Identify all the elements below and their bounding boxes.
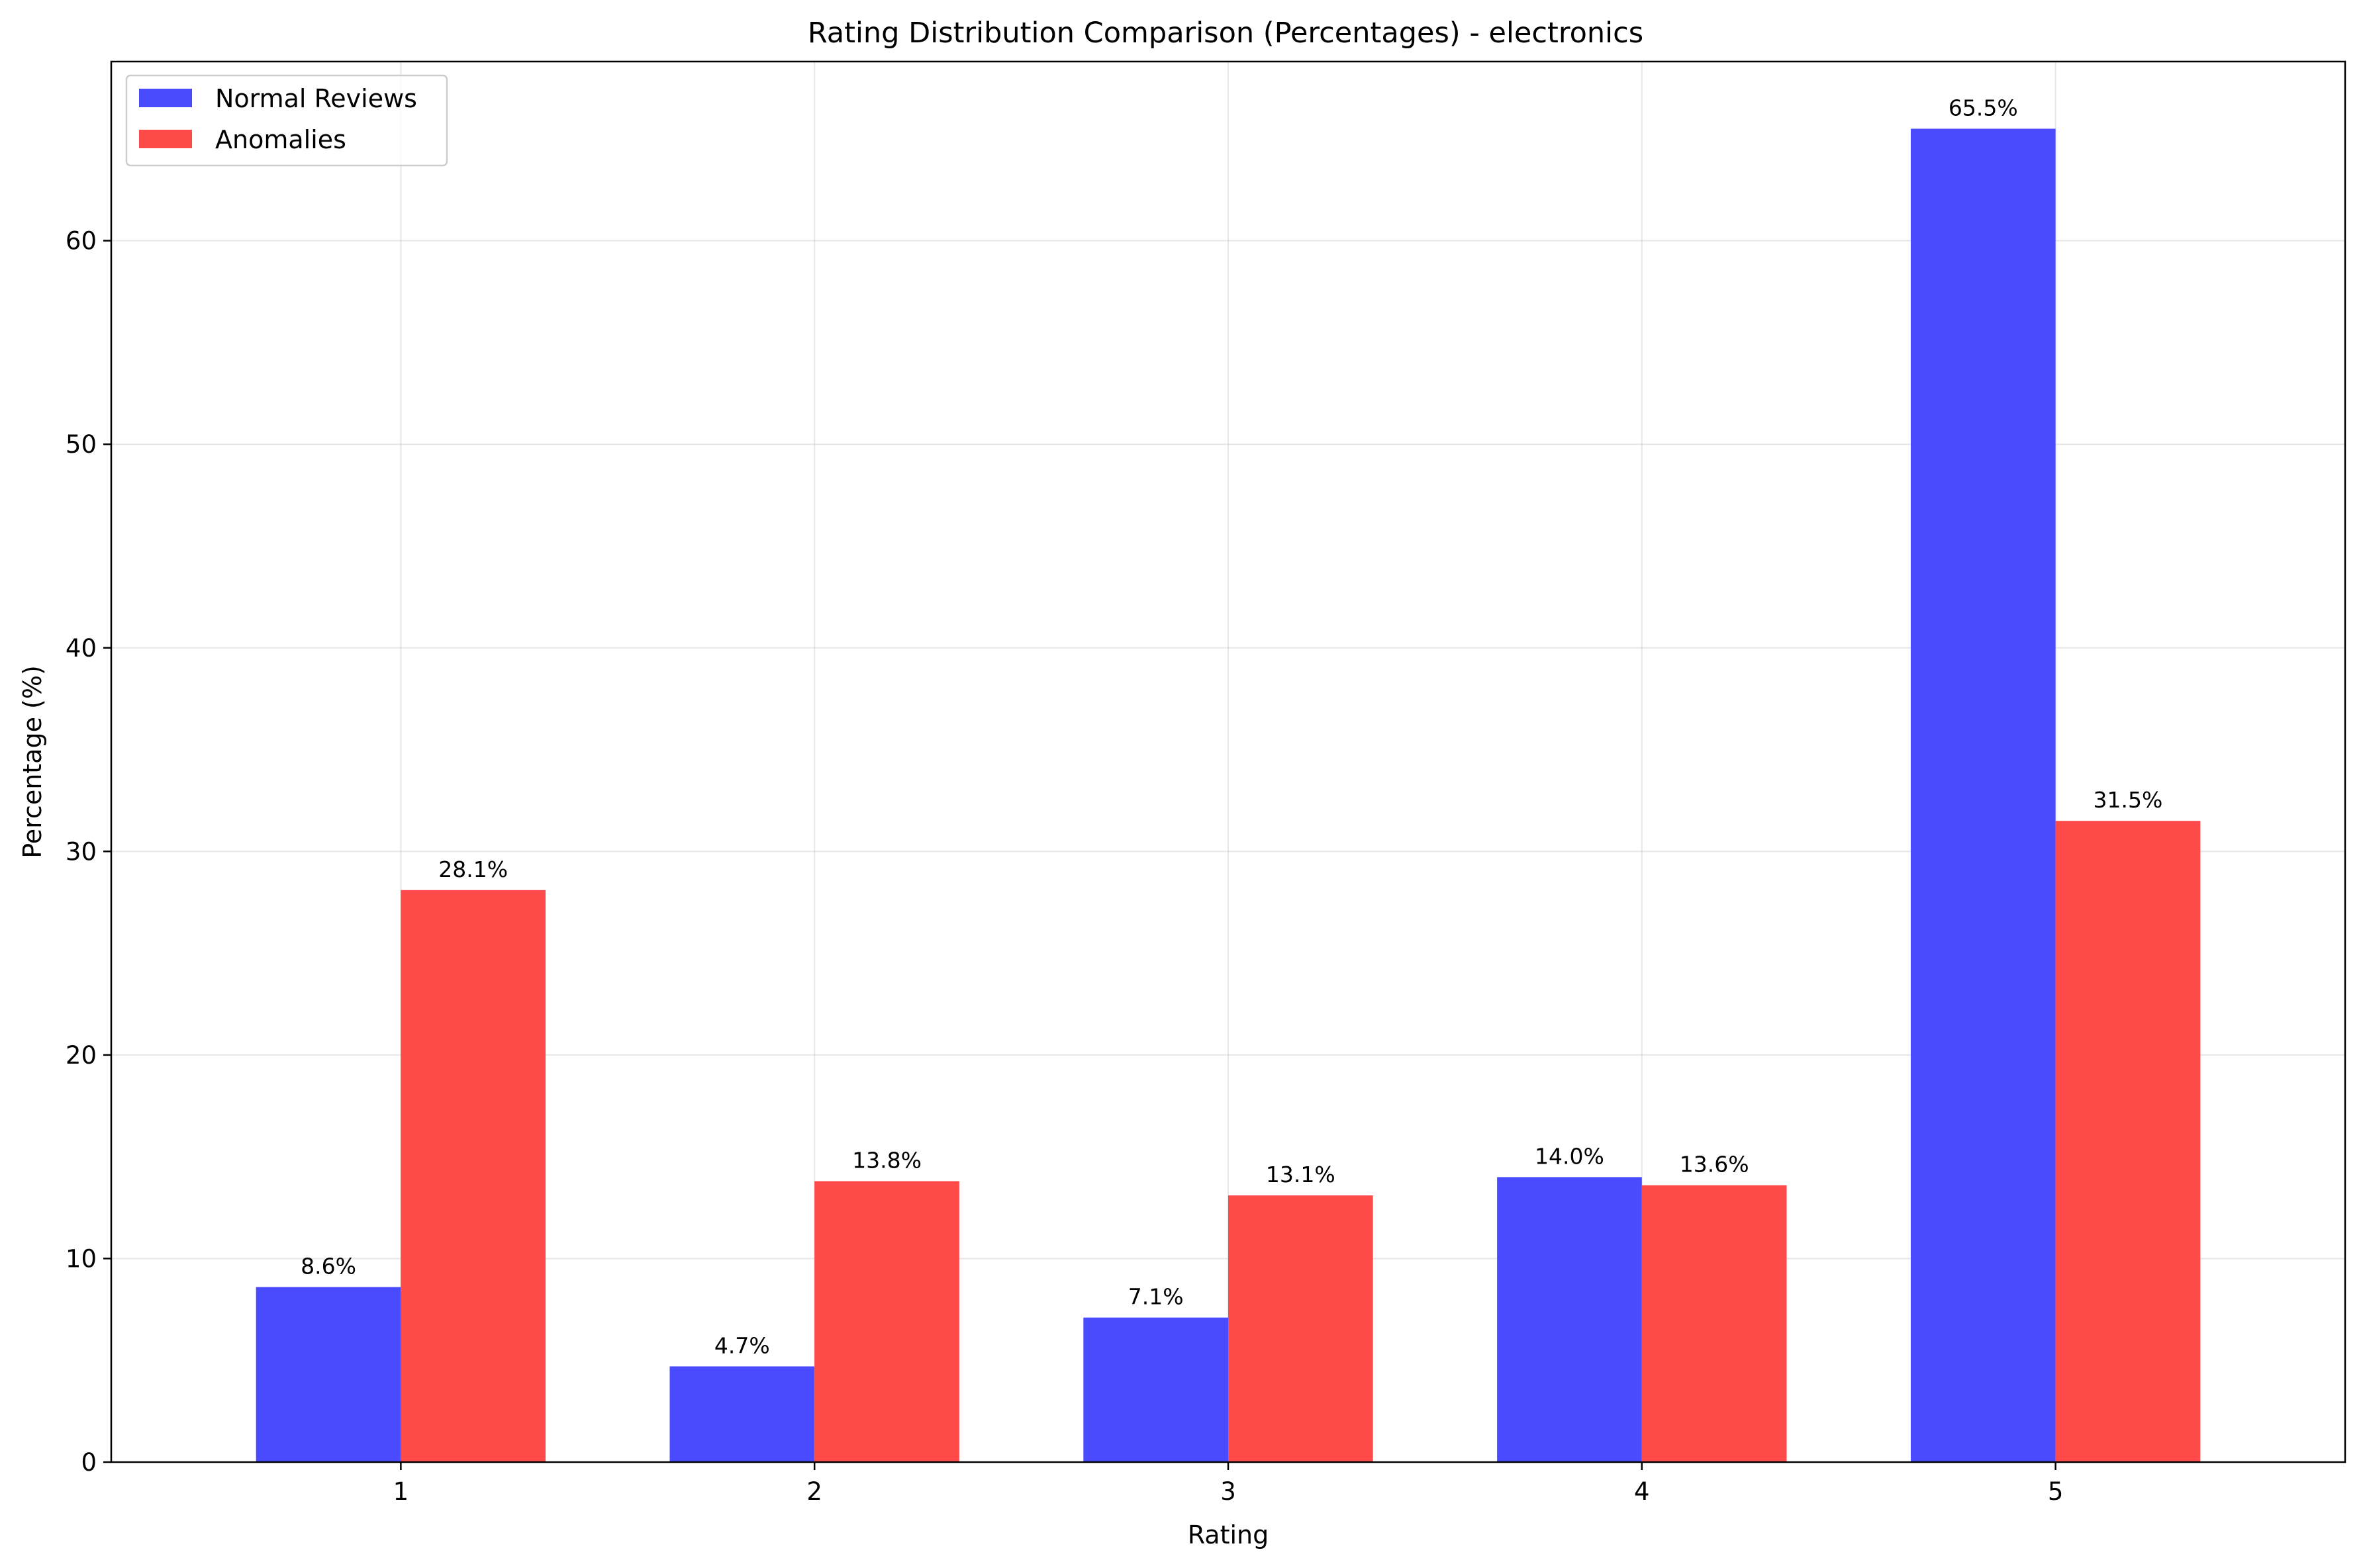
legend: Normal Reviews Anomalies xyxy=(125,74,448,167)
bar-data-label: 8.6% xyxy=(301,1254,356,1279)
x-tick-label: 2 xyxy=(806,1477,822,1506)
x-tick-label: 1 xyxy=(393,1477,409,1506)
plot-frame xyxy=(110,60,2346,1463)
bar xyxy=(1497,1177,1642,1462)
legend-swatch-anomalies xyxy=(139,130,192,148)
bar-data-label: 7.1% xyxy=(1128,1284,1184,1310)
y-tick-label: 20 xyxy=(66,1041,97,1070)
x-tick-label: 5 xyxy=(2048,1477,2064,1506)
y-tick-label: 60 xyxy=(66,227,97,255)
x-tick-label: 3 xyxy=(1220,1477,1236,1506)
bar xyxy=(1083,1317,1228,1462)
bar xyxy=(2055,821,2201,1462)
y-tick-label: 10 xyxy=(66,1244,97,1273)
legend-label-anomalies: Anomalies xyxy=(215,125,346,154)
y-tick-label: 30 xyxy=(66,837,97,866)
bar-data-label: 31.5% xyxy=(2094,787,2163,813)
y-tick-label: 40 xyxy=(66,634,97,663)
y-tick-label: 50 xyxy=(66,430,97,459)
axis-ticks: 0 10 20 30 40 50 60 1 2 3 4 5 xyxy=(66,227,2063,1506)
bar-data-label: 14.0% xyxy=(1535,1143,1604,1169)
bar xyxy=(814,1181,959,1462)
bar xyxy=(401,890,546,1462)
chart-title: Rating Distribution Comparison (Percenta… xyxy=(808,17,1643,50)
bar xyxy=(1228,1195,1373,1462)
y-tick-label: 0 xyxy=(81,1448,97,1477)
legend-box xyxy=(125,74,448,167)
legend-swatch-normal-reviews xyxy=(139,89,192,107)
bar xyxy=(256,1287,401,1462)
bar-data-label: 4.7% xyxy=(714,1332,770,1358)
bar-data-label: 13.1% xyxy=(1266,1162,1335,1187)
x-tick-label: 4 xyxy=(1634,1477,1650,1506)
bar xyxy=(1641,1185,1787,1462)
bar-data-label: 13.8% xyxy=(852,1148,922,1174)
bar xyxy=(1910,128,2056,1463)
data-labels: 8.6% 4.7% 7.1% 14.0% 65.5% 28.1% 13.8% 13.1% 13.… xyxy=(301,95,2162,1358)
bar-data-label: 13.6% xyxy=(1680,1152,1749,1177)
x-axis-label: Rating xyxy=(1188,1520,1269,1549)
y-axis-label: Percentage (%) xyxy=(18,665,47,858)
bars xyxy=(256,128,2201,1463)
legend-label-normal-reviews: Normal Reviews xyxy=(215,84,417,113)
bar xyxy=(669,1366,815,1462)
bar-data-label: 65.5% xyxy=(1949,95,2018,120)
bar-data-label: 28.1% xyxy=(438,856,508,882)
